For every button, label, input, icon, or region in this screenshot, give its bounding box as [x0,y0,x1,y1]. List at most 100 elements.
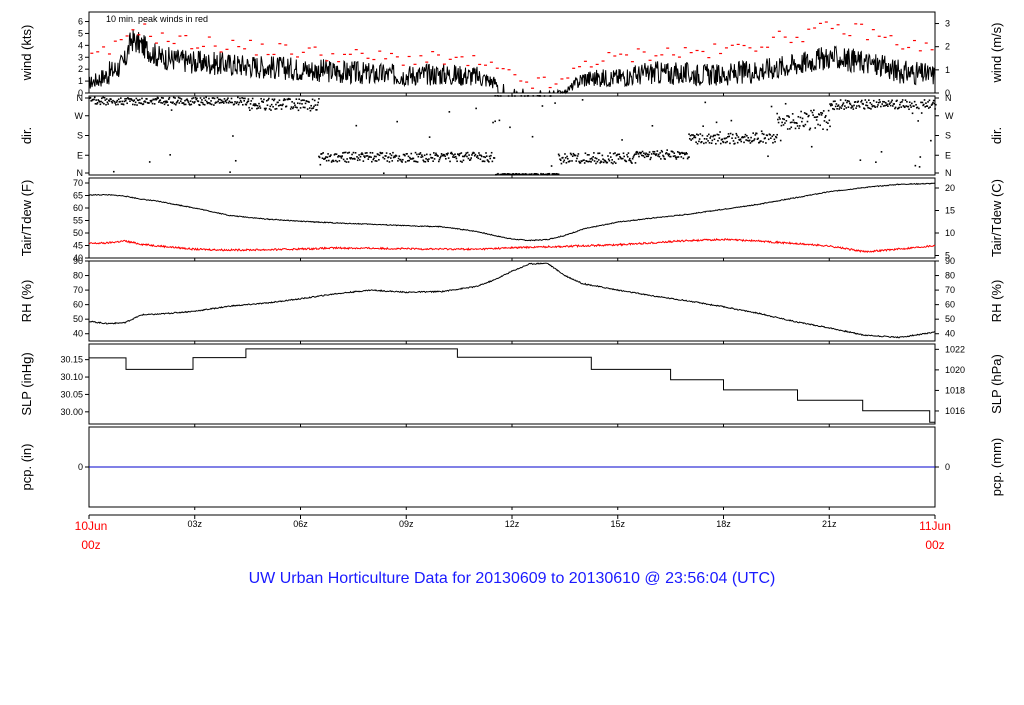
direction-point [899,103,901,106]
direction-point [356,155,358,158]
direction-point [212,97,214,99]
panel-2-ytick-label-left: N [77,168,84,178]
panel-1-ytick-label-right: 2 [945,42,950,52]
direction-point [423,154,426,157]
direction-point [600,161,603,163]
direction-point [488,155,491,158]
direction-point [829,103,831,105]
wind-series [88,29,936,95]
direction-point [740,140,743,143]
direction-point [715,121,718,124]
direction-point [770,105,773,108]
direction-point [204,99,207,102]
direction-point [575,160,578,162]
direction-point [468,154,470,156]
direction-point [676,156,678,158]
direction-point [499,173,501,176]
direction-point [563,159,566,162]
direction-point [93,98,95,101]
direction-point [824,116,826,119]
direction-point [203,97,205,99]
direction-point [296,106,298,109]
direction-point [326,156,329,159]
direction-point [408,159,410,162]
direction-point [440,155,442,158]
direction-point [532,95,535,97]
x-end-hour: 00z [925,538,944,552]
direction-point [884,104,886,107]
direction-point [779,139,782,142]
direction-point [256,107,258,110]
direction-point [838,108,841,110]
direction-point [724,137,726,140]
direction-point [531,173,533,175]
direction-point [292,106,295,108]
direction-point [229,171,231,173]
direction-point [357,157,360,159]
direction-point [295,98,298,100]
panel-4-ytick-label-right: 60 [945,300,955,310]
direction-point [210,103,213,106]
direction-point [426,158,429,161]
direction-point [341,155,343,157]
panel-1-ytick-label-right: 1 [945,65,950,75]
panel-4-ytick-label-left: 40 [73,329,83,339]
direction-point [770,137,772,139]
direction-point [931,103,934,105]
direction-point [883,101,886,103]
direction-point [669,155,672,158]
direction-point [483,160,486,163]
direction-point [708,142,711,144]
direction-point [804,123,807,126]
direction-point [890,101,893,103]
direction-point [572,152,575,155]
direction-point [767,138,770,141]
direction-point [220,101,222,104]
direction-point [170,101,172,104]
panel-5-ytick-label-left: 30.15 [60,355,83,365]
direction-point [129,100,131,102]
direction-point [391,160,394,162]
direction-point [278,99,281,102]
panel-4-ytick-label-left: 80 [73,271,83,281]
direction-point [666,149,668,151]
direction-point [447,152,449,155]
direction-point [837,104,840,106]
direction-point [773,138,776,141]
direction-point [319,163,322,166]
direction-point [598,159,600,161]
direction-point [827,122,829,125]
direction-point [807,115,809,118]
direction-point [667,154,670,157]
direction-point [387,156,390,158]
direction-point [775,136,778,139]
direction-point [477,157,480,160]
direction-point [782,124,785,126]
direction-point [576,157,578,160]
direction-point [658,155,661,158]
direction-point [715,142,717,145]
direction-point [174,97,176,99]
direction-point [173,102,176,105]
direction-point [478,152,480,154]
direction-point [500,95,502,97]
direction-point [833,108,836,111]
direction-point [306,108,309,110]
direction-point [143,100,146,102]
direction-point [792,119,795,121]
direction-point [119,100,121,103]
direction-point [480,155,483,158]
direction-point [559,159,562,162]
direction-point [876,105,879,108]
direction-point [725,137,728,139]
direction-point [267,99,269,101]
direction-point [541,105,544,107]
panel-3-ytick-label-left: 55 [73,216,83,226]
direction-point [188,103,191,105]
direction-point [361,152,363,154]
direction-point [227,102,230,104]
direction-point [371,152,374,154]
direction-point [362,160,365,162]
direction-point [343,151,346,154]
direction-point [110,100,113,103]
